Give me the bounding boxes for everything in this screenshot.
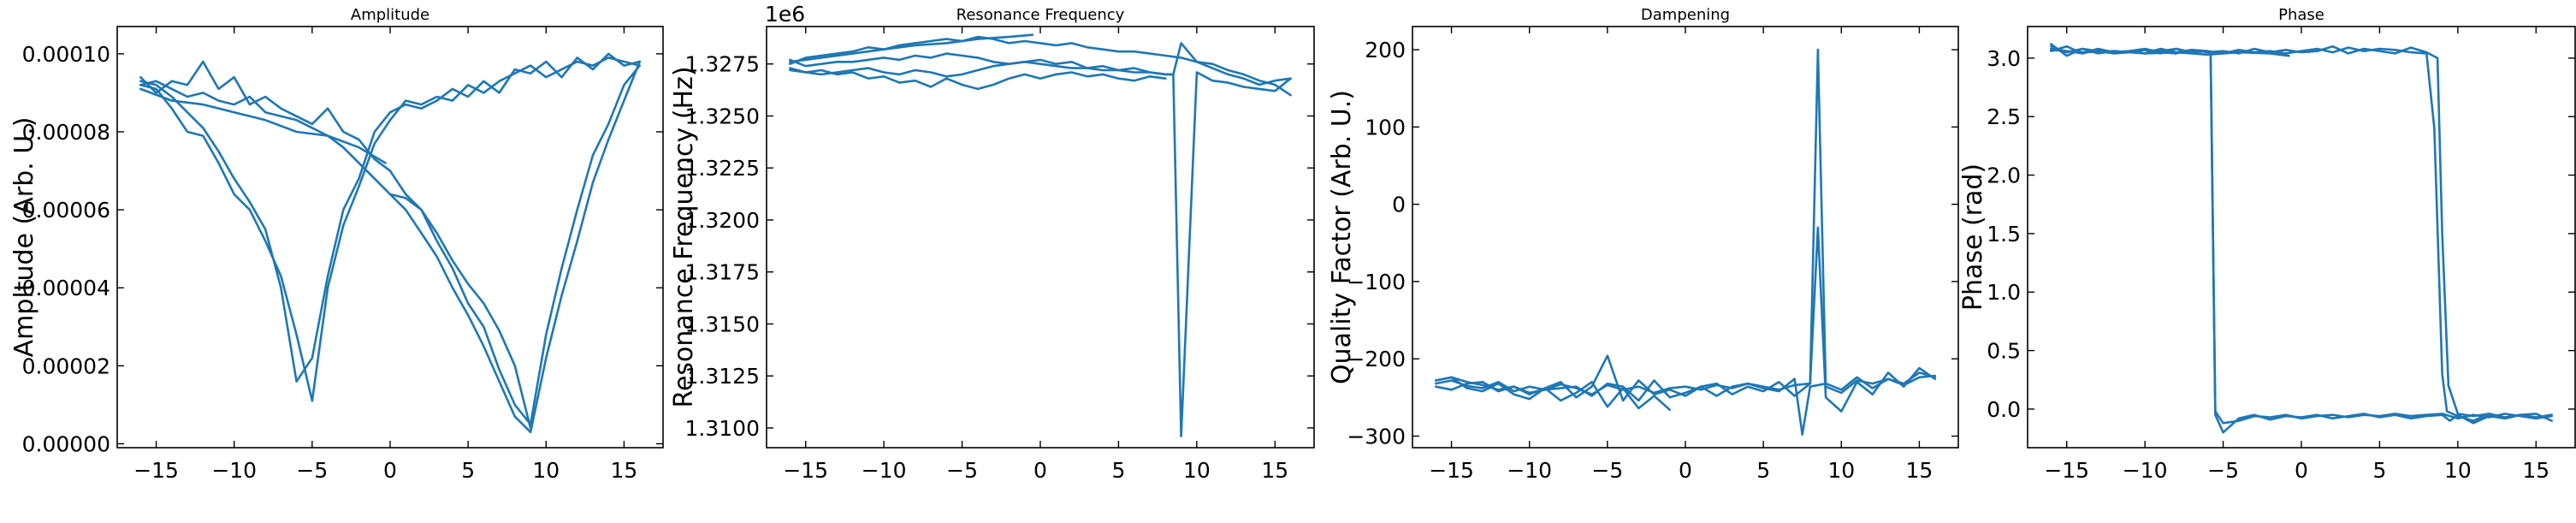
x-tick-label: 0 — [2295, 458, 2308, 483]
y-tick-label: 1.3175 — [685, 260, 760, 285]
x-tick-label: −10 — [1507, 458, 1552, 483]
axes-frame — [2027, 26, 2576, 449]
x-tick-label: −5 — [946, 458, 978, 483]
x-tick-label: 10 — [2444, 458, 2472, 483]
series-line-1 — [1435, 48, 1936, 396]
x-tick-label: 5 — [461, 458, 475, 483]
series-line-3 — [2050, 43, 2553, 422]
y-tick-label: 0.00008 — [22, 120, 110, 145]
y-tick-label: 0.00000 — [22, 431, 110, 456]
x-tick-label: 5 — [1111, 458, 1125, 483]
chart-panel-1: −15 −10 −5 0 5 10 15 0.00000 0.00002 0.00004 0.000… — [9, 6, 664, 483]
chart-title: Dampening — [1641, 6, 1730, 24]
y-tick-label: 200 — [1365, 38, 1406, 62]
series-line-2 — [2050, 47, 2553, 434]
y-tick-label: 2.0 — [1987, 163, 2021, 188]
x-tick-label: 15 — [611, 458, 638, 483]
series-line-2 — [1435, 226, 1936, 413]
series-group — [1435, 48, 1936, 437]
series-line-1 — [2050, 45, 2553, 425]
x-tick-label: −5 — [296, 458, 328, 483]
axes-frame — [766, 26, 1315, 449]
y-tick-label: 1.5 — [1987, 222, 2021, 247]
series-line-3 — [789, 35, 1292, 97]
series-line-6 — [388, 193, 532, 430]
x-tick-label: −15 — [2044, 458, 2089, 483]
chart-panel-4: −15 −10 −5 0 5 10 15 0.0 0.5 1.0 1.5 2.0 2.5 3.0 Phase… — [1958, 6, 2576, 483]
chart-title: Resonance Frequency — [956, 6, 1125, 24]
series-line-5 — [789, 33, 1034, 63]
series-group — [789, 33, 1292, 437]
series-line-2 — [789, 42, 1292, 86]
series-line-1 — [139, 56, 642, 402]
chart-title: Phase — [2278, 6, 2324, 24]
y-tick-label: 0.0 — [1987, 397, 2021, 422]
x-tick-label: 10 — [1827, 458, 1855, 483]
x-tick-label: −15 — [783, 458, 828, 483]
x-tick-label: 5 — [1756, 458, 1770, 483]
series-line-4 — [2050, 45, 2553, 420]
series-line-1 — [789, 52, 1292, 437]
series-line-3 — [1435, 371, 1936, 437]
x-tick-label: −15 — [133, 458, 179, 483]
y-tick-label: 0.00006 — [22, 198, 110, 223]
y-tick-label: 0 — [1392, 193, 1406, 217]
y-axis-label: Quality Factor (Arb. U.) — [1327, 90, 1357, 384]
y-tick-label: 100 — [1365, 115, 1406, 140]
x-tick-label: −5 — [1591, 458, 1623, 483]
x-tick-label: −5 — [2207, 458, 2239, 483]
series-line-5 — [139, 87, 387, 164]
y-tick-label: 1.3150 — [685, 312, 760, 336]
y-axis-label: Resonance Frequency (Hz) — [669, 66, 699, 407]
y-tick-label: −200 — [1347, 347, 1406, 371]
y-tick-label: 1.0 — [1987, 280, 2021, 305]
y-tick-label: 0.00004 — [22, 276, 110, 300]
series-line-4 — [1435, 376, 1672, 412]
x-tick-label: 15 — [1906, 458, 1933, 483]
x-tick-label: −10 — [2123, 458, 2168, 483]
x-tick-label: −10 — [211, 458, 257, 483]
axis-offset-text: 1e6 — [765, 2, 805, 27]
x-tick-label: −10 — [862, 458, 907, 483]
series-group — [2050, 43, 2553, 434]
y-tick-label: 0.00010 — [22, 42, 110, 67]
x-tick-label: 15 — [2522, 458, 2549, 483]
series-line-2 — [139, 52, 642, 383]
x-tick-label: 0 — [1679, 458, 1692, 483]
x-tick-label: 10 — [532, 458, 560, 483]
series-line-4 — [789, 67, 1167, 91]
axes-frame — [116, 26, 664, 449]
y-tick-label: 1.3275 — [685, 52, 760, 77]
x-tick-label: −15 — [1429, 458, 1474, 483]
y-tick-label: 3.0 — [1987, 46, 2021, 71]
y-tick-label: −100 — [1347, 270, 1406, 294]
y-tick-label: 2.5 — [1987, 104, 2021, 129]
y-tick-label: −300 — [1347, 424, 1406, 449]
chart-panel-3: −15 −10 −5 0 5 10 15 −300 −200 −100 0 100 200 Dampeni… — [1327, 6, 1959, 483]
x-tick-label: 5 — [2372, 458, 2386, 483]
y-axis-label: Ampltude (Arb. U.) — [9, 117, 39, 358]
y-tick-label: 0.5 — [1987, 339, 2021, 364]
y-tick-label: 1.3225 — [685, 156, 760, 181]
chart-title: Amplitude — [351, 6, 429, 24]
y-tick-label: 1.3250 — [685, 104, 760, 128]
y-tick-label: 0.00002 — [22, 354, 110, 378]
y-tick-label: 1.3125 — [685, 364, 760, 389]
y-axis-label: Phase (rad) — [1958, 163, 1988, 311]
chart-panel-2: −15 −10 −5 0 5 10 15 1.3100 1.3125 1.3150 1.3175 1.… — [669, 2, 1315, 483]
x-tick-label: 0 — [1033, 458, 1047, 483]
series-line-5 — [2050, 48, 2290, 57]
y-tick-label: 1.3200 — [685, 208, 760, 233]
series-group — [139, 52, 642, 434]
x-tick-label: 15 — [1261, 458, 1288, 483]
y-tick-label: 1.3100 — [685, 416, 760, 441]
series-line-3 — [139, 60, 642, 426]
x-tick-label: 10 — [1183, 458, 1211, 483]
series-line-4 — [139, 60, 642, 434]
x-tick-label: 0 — [383, 458, 397, 483]
